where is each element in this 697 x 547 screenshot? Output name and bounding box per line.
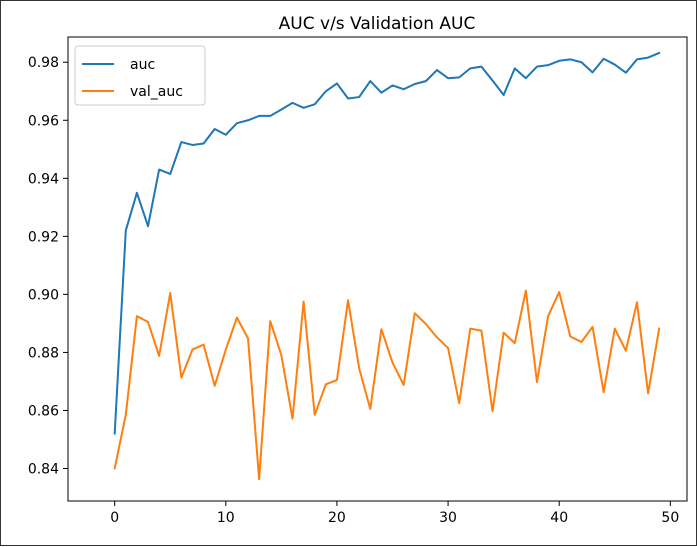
legend-label-val-auc: val_auc — [130, 84, 183, 100]
plot-area — [68, 37, 687, 501]
series-line-val-auc — [115, 291, 660, 480]
y-tick-label: 0.96 — [28, 113, 59, 129]
y-tick-label: 0.88 — [28, 345, 59, 361]
chart-title: AUC v/s Validation AUC — [279, 14, 476, 34]
y-tick-label: 0.92 — [28, 229, 59, 245]
series-line-auc — [115, 53, 660, 434]
series-layer — [115, 53, 660, 479]
x-tick-label: 20 — [328, 510, 346, 526]
y-axis: 0.84 0.86 0.88 0.90 0.92 0.94 0.96 0.98 — [28, 55, 68, 477]
x-tick-label: 0 — [110, 510, 119, 526]
x-tick-label: 10 — [217, 510, 235, 526]
y-tick-label: 0.90 — [28, 287, 59, 303]
x-axis: 0 10 20 30 40 50 — [110, 501, 679, 526]
legend: auc val_auc — [75, 46, 205, 105]
legend-label-auc: auc — [130, 57, 155, 73]
x-tick-label: 40 — [550, 510, 568, 526]
y-tick-label: 0.86 — [28, 403, 59, 419]
y-tick-label: 0.84 — [28, 461, 59, 477]
y-tick-label: 0.98 — [28, 55, 59, 71]
x-tick-label: 30 — [439, 510, 457, 526]
x-tick-label: 50 — [661, 510, 679, 526]
y-tick-label: 0.94 — [28, 171, 59, 187]
